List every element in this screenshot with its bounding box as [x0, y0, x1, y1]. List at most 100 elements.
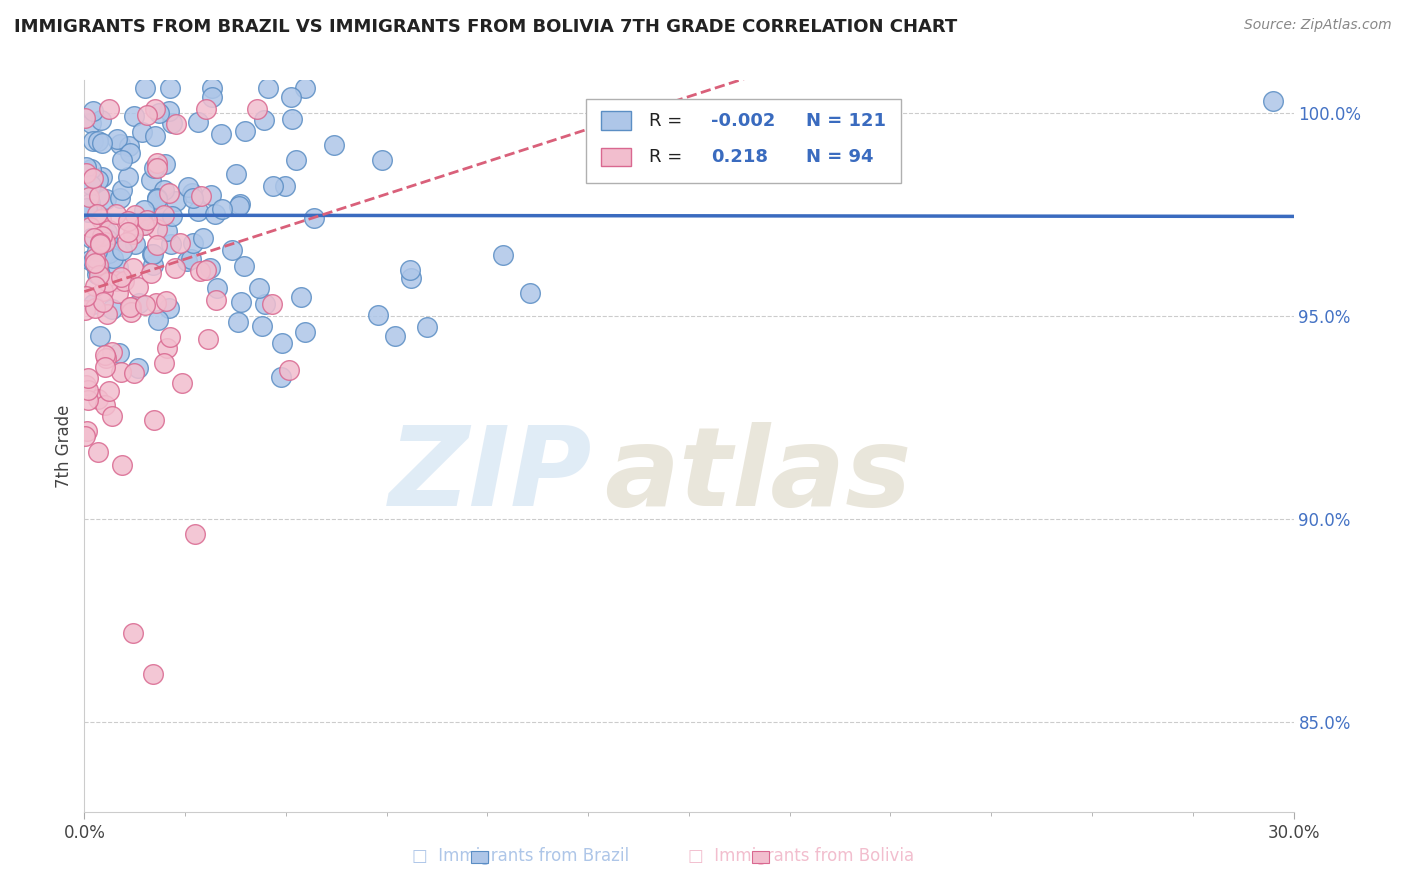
Point: [198, 260, 221, 275]
Point: [155, 294, 177, 309]
Point: [132, 218, 155, 232]
Point: [416, 320, 439, 334]
Point: [115, 235, 138, 249]
Point: [82, 254, 104, 268]
Point: [211, 127, 233, 141]
Point: [104, 207, 127, 221]
Point: [247, 281, 270, 295]
Point: [143, 128, 166, 143]
Point: [148, 105, 170, 120]
Point: [75, 166, 97, 180]
Point: [187, 203, 209, 218]
Point: [148, 313, 170, 327]
Point: [76, 201, 98, 215]
Text: N = 94: N = 94: [806, 148, 873, 166]
Point: [145, 296, 167, 310]
Text: R =: R =: [650, 148, 693, 166]
Point: [84, 251, 107, 265]
Point: [176, 179, 198, 194]
Point: [83, 255, 105, 269]
Point: [94, 348, 117, 362]
Point: [91, 136, 114, 150]
Point: [105, 132, 128, 146]
Point: [90, 229, 112, 244]
Point: [97, 275, 120, 289]
Point: [120, 146, 142, 161]
Point: [127, 360, 149, 375]
Point: [107, 260, 129, 274]
Point: [75, 429, 97, 443]
Point: [176, 253, 198, 268]
Point: [163, 261, 186, 276]
Point: [80, 161, 103, 176]
Point: [188, 264, 211, 278]
Point: [290, 290, 312, 304]
Point: [86, 258, 108, 272]
Point: [134, 81, 156, 95]
Point: [90, 169, 112, 184]
Point: [122, 110, 145, 124]
Point: [201, 90, 224, 104]
Point: [139, 173, 162, 187]
Point: [90, 113, 112, 128]
Point: [96, 307, 118, 321]
Point: [111, 183, 134, 197]
Point: [153, 356, 176, 370]
Point: [94, 360, 117, 375]
Point: [89, 236, 111, 251]
Point: [228, 198, 250, 212]
Point: [204, 207, 226, 221]
Point: [122, 366, 145, 380]
Point: [82, 170, 104, 185]
Point: [73, 302, 96, 317]
Point: [284, 153, 307, 167]
Text: -0.002: -0.002: [710, 112, 775, 129]
Point: [83, 231, 105, 245]
Point: [260, 297, 283, 311]
Point: [89, 237, 111, 252]
Point: [153, 208, 176, 222]
Point: [87, 173, 110, 187]
Point: [77, 190, 100, 204]
Point: [399, 270, 422, 285]
Point: [280, 90, 302, 104]
Point: [205, 293, 228, 308]
Point: [124, 209, 146, 223]
Text: ZIP: ZIP: [388, 422, 592, 529]
Point: [155, 157, 177, 171]
Point: [197, 332, 219, 346]
Point: [183, 191, 205, 205]
Point: [80, 178, 103, 192]
Point: [117, 225, 139, 239]
Point: [159, 329, 181, 343]
Point: [146, 237, 169, 252]
Point: [79, 252, 101, 267]
Point: [98, 223, 121, 237]
Point: [134, 298, 156, 312]
Point: [117, 170, 139, 185]
Point: [252, 319, 274, 334]
Point: [96, 226, 118, 240]
Point: [107, 286, 129, 301]
Point: [108, 137, 131, 152]
Point: [157, 186, 180, 200]
Point: [100, 345, 122, 359]
Point: [84, 301, 107, 316]
Point: [278, 362, 301, 376]
Point: [87, 268, 110, 282]
Point: [262, 179, 284, 194]
Point: [108, 191, 131, 205]
Point: [143, 413, 166, 427]
Point: [94, 192, 117, 206]
Point: [82, 135, 104, 149]
Point: [77, 392, 100, 407]
Point: [97, 384, 120, 398]
Point: [280, 112, 302, 126]
Point: [80, 202, 103, 216]
Point: [87, 445, 110, 459]
Text: N = 121: N = 121: [806, 112, 886, 129]
Point: [211, 202, 233, 217]
Point: [274, 178, 297, 193]
Point: [136, 108, 159, 122]
Point: [156, 342, 179, 356]
